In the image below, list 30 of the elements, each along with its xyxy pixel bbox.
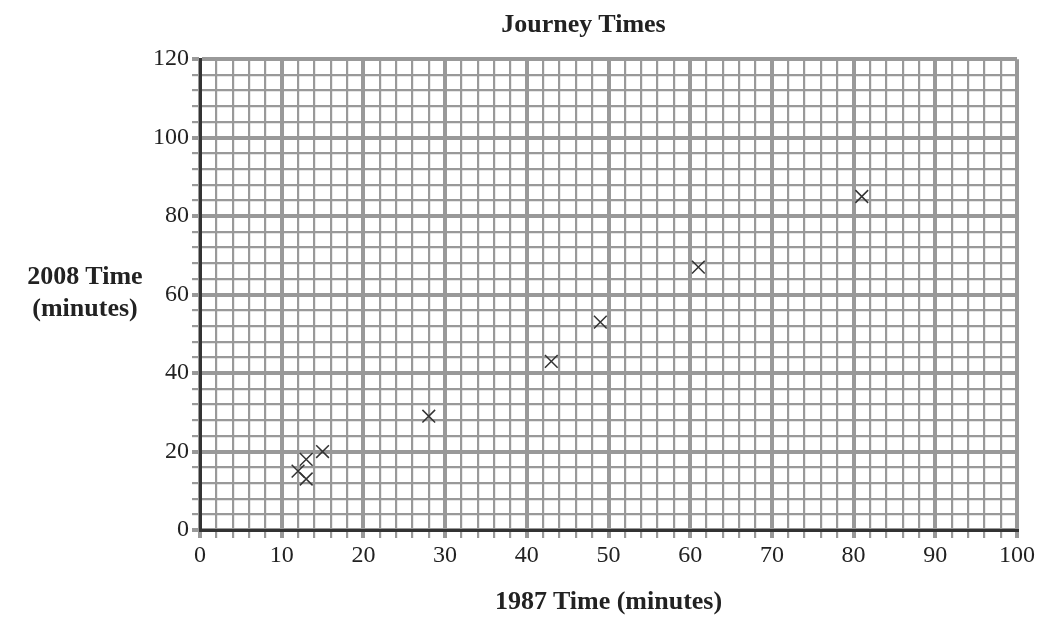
point (299, 471, 314, 487)
point (290, 464, 306, 479)
x-tick-label: 100 (999, 540, 1035, 567)
y-tick-label: 0 (177, 515, 189, 542)
x-tick-label: 70 (759, 540, 784, 567)
chart-title: Journey Times (501, 9, 666, 39)
point (593, 314, 608, 330)
point (854, 189, 869, 204)
x-tick-label: 80 (841, 540, 866, 567)
y-tick-label: 100 (153, 122, 189, 149)
point (421, 409, 436, 424)
y-axis-title: 2008 Time (minutes) (27, 261, 143, 322)
x-tick-label: 90 (923, 540, 948, 567)
point (691, 260, 706, 275)
x-tick-label: 10 (269, 540, 294, 567)
point (315, 444, 330, 459)
x-tick-label: 30 (433, 540, 458, 567)
y-tick-label: 40 (165, 358, 189, 385)
x-tick-label: 40 (514, 540, 539, 567)
point (299, 452, 314, 467)
y-tick-label: 120 (153, 44, 189, 71)
y-tick-label: 80 (165, 201, 189, 228)
x-tick-label: 60 (678, 540, 703, 567)
x-tick-label: 0 (194, 540, 206, 567)
y-tick-label: 20 (165, 436, 189, 463)
x-tick-label: 20 (351, 540, 376, 567)
x-axis-title: 1987 Time (minutes) (494, 586, 723, 616)
point (544, 354, 559, 369)
y-tick-label: 60 (165, 279, 189, 306)
x-tick-label: 50 (596, 540, 621, 567)
